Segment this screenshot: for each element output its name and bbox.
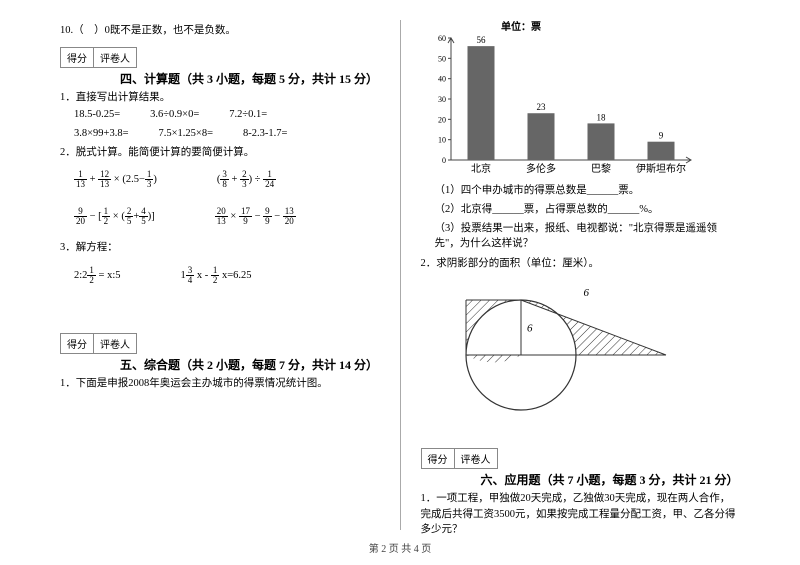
- score-cell: 得分: [60, 47, 94, 68]
- svg-text:巴黎: 巴黎: [591, 162, 611, 175]
- svg-text:60: 60: [438, 34, 446, 43]
- eq-3a: 2:212 = x:5: [74, 266, 121, 285]
- score-cell: 得分: [421, 448, 455, 469]
- q5-2: 2．求阴影部分的面积（单位：厘米）。: [421, 256, 741, 272]
- expr-row-1: 113 + 1213 × (2.5−13) (38 + 23) ÷ 124: [74, 170, 380, 189]
- svg-text:40: 40: [438, 75, 446, 84]
- grader-cell: 评卷人: [94, 333, 137, 354]
- svg-text:6: 6: [583, 287, 589, 299]
- svg-text:56: 56: [476, 35, 486, 45]
- calc-row-1: 18.5-0.25= 3.6÷0.9×0= 7.2÷0.1=: [74, 109, 380, 120]
- q4-2: 2．脱式计算。能简便计算的要简便计算。: [60, 145, 380, 161]
- page-footer: 第 2 页 共 4 页: [0, 540, 800, 555]
- svg-text:北京: 北京: [471, 162, 491, 175]
- calc-2b: 7.5×1.25×8=: [159, 128, 214, 139]
- section-4-title: 四、计算题（共 3 小题，每题 5 分，共计 15 分）: [120, 70, 380, 87]
- shaded-diagram: 66: [421, 275, 701, 420]
- score-box-sec5: 得分 评卷人: [60, 333, 380, 354]
- q5-1-sub3: （3）投票结果一出来，报纸、电视都说："北京得票是遥遥领先"，为什么这样说？: [435, 221, 741, 253]
- svg-text:50: 50: [438, 54, 446, 63]
- expr-1a: 113 + 1213 × (2.5−13): [74, 170, 157, 189]
- expr-2b: 2013 × 179 − 99 − 1320: [215, 207, 296, 226]
- expr-row-2: 920 − [12 × (25+45)] 2013 × 179 − 99 − 1…: [74, 207, 380, 226]
- svg-text:18: 18: [596, 112, 606, 122]
- expr-2a: 920 − [12 × (25+45)]: [74, 207, 155, 226]
- question-10: 10.（ ）0既不是正数，也不是负数。: [60, 23, 380, 39]
- svg-text:0: 0: [442, 156, 446, 165]
- svg-text:9: 9: [658, 131, 663, 141]
- section-6-title: 六、应用题（共 7 小题，每题 3 分，共计 21 分）: [481, 471, 741, 488]
- q5-1: 1．下面是申报2008年奥运会主办城市的得票情况统计图。: [60, 376, 380, 392]
- q4-1: 1．直接写出计算结果。: [60, 90, 380, 106]
- q6-1: 1．一项工程，甲独做20天完成，乙独做30天完成，现在两人合作，完成后共得工资3…: [421, 491, 741, 538]
- svg-text:10: 10: [438, 136, 446, 145]
- grader-cell: 评卷人: [455, 448, 498, 469]
- svg-text:单位：票: 单位：票: [501, 20, 541, 33]
- section-5-title: 五、综合题（共 2 小题，每题 7 分，共计 14 分）: [120, 356, 380, 373]
- svg-text:30: 30: [438, 95, 446, 104]
- grader-cell: 评卷人: [94, 47, 137, 68]
- eq-row-3: 2:212 = x:5 134 x - 12 x=6.25: [74, 266, 380, 285]
- q5-1-sub2: （2）北京得______票，占得票总数的______%。: [435, 202, 741, 218]
- calc-1a: 18.5-0.25=: [74, 109, 120, 120]
- svg-text:伊斯坦布尔: 伊斯坦布尔: [636, 162, 686, 175]
- score-box-sec6: 得分 评卷人: [421, 448, 741, 469]
- q4-3: 3．解方程：: [60, 240, 380, 256]
- svg-text:多伦多: 多伦多: [526, 162, 556, 175]
- eq-3b: 134 x - 12 x=6.25: [181, 266, 252, 285]
- svg-text:6: 6: [527, 322, 533, 334]
- calc-2c: 8-2.3-1.7=: [243, 128, 287, 139]
- calc-1c: 7.2÷0.1=: [229, 109, 267, 120]
- score-box-sec4: 得分 评卷人: [60, 47, 380, 68]
- vote-bar-chart: 单位：票 0 10 20 30 40 50 60 56 北京 23 多伦多 18 巴黎 9 伊斯坦布尔: [421, 20, 701, 180]
- score-cell: 得分: [60, 333, 94, 354]
- calc-row-2: 3.8×99+3.8= 7.5×1.25×8= 8-2.3-1.7=: [74, 128, 380, 139]
- svg-text:20: 20: [438, 115, 446, 124]
- calc-2a: 3.8×99+3.8=: [74, 128, 129, 139]
- calc-1b: 3.6÷0.9×0=: [150, 109, 199, 120]
- svg-text:23: 23: [536, 102, 546, 112]
- expr-1b: (38 + 23) ÷ 124: [217, 170, 276, 189]
- q5-1-sub1: （1）四个申办城市的得票总数是______票。: [435, 183, 741, 199]
